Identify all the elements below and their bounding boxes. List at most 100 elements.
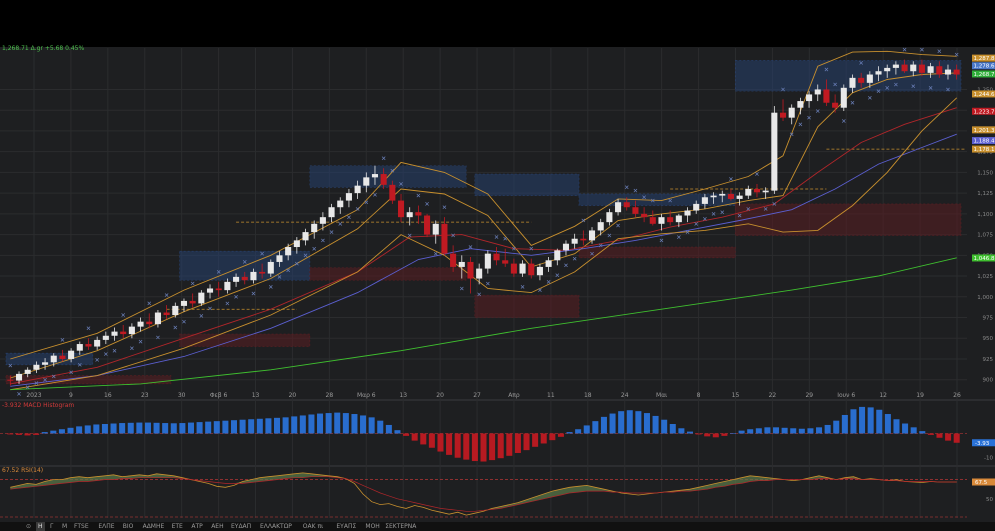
candle[interactable] (267, 259, 274, 277)
candle[interactable] (389, 180, 396, 204)
candle[interactable] (380, 168, 387, 189)
candle[interactable] (884, 64, 891, 78)
candle[interactable] (710, 192, 717, 204)
toolbar-item[interactable]: ΑΔΜΗΕ (142, 523, 165, 530)
candle[interactable] (701, 193, 708, 209)
candle[interactable] (927, 62, 934, 78)
candle[interactable] (276, 251, 283, 267)
candle[interactable] (858, 72, 865, 88)
candle[interactable] (172, 302, 179, 318)
candle[interactable] (788, 104, 795, 125)
candle[interactable] (233, 273, 240, 287)
candle[interactable] (24, 367, 31, 378)
candle[interactable] (154, 310, 161, 328)
candle[interactable] (215, 281, 222, 297)
candle[interactable] (528, 258, 535, 279)
candle[interactable] (484, 250, 491, 274)
toolbar-item[interactable]: ΕΥΑΠΣ (336, 523, 357, 530)
candle[interactable] (892, 61, 899, 75)
candle[interactable] (806, 91, 813, 108)
candle[interactable] (545, 256, 552, 272)
candle[interactable] (580, 230, 587, 246)
candle[interactable] (901, 59, 908, 73)
candle[interactable] (415, 205, 422, 224)
toolbar-item[interactable]: ΑΕΗ (211, 523, 224, 530)
candle[interactable] (606, 208, 613, 226)
candle[interactable] (536, 263, 543, 281)
candle[interactable] (779, 99, 787, 121)
candle[interactable] (180, 298, 188, 312)
candle[interactable] (597, 218, 604, 236)
candle[interactable] (918, 59, 925, 77)
candle[interactable] (510, 258, 517, 277)
candle[interactable] (397, 193, 405, 223)
candle[interactable] (632, 200, 639, 218)
candle[interactable] (85, 338, 92, 350)
candle[interactable] (302, 228, 309, 246)
candle[interactable] (762, 187, 769, 199)
candle[interactable] (406, 207, 413, 226)
candle[interactable] (875, 66, 882, 82)
candle[interactable] (727, 188, 734, 201)
candle[interactable] (649, 210, 656, 226)
candle[interactable] (293, 237, 300, 254)
candle[interactable] (198, 290, 205, 306)
candle[interactable] (111, 327, 118, 341)
candle[interactable] (68, 348, 75, 363)
candle[interactable] (693, 200, 700, 214)
toolbar-item[interactable]: ΕΛΠΕ (98, 523, 115, 530)
candle[interactable] (719, 190, 726, 203)
candle[interactable] (33, 361, 40, 374)
candle[interactable] (562, 240, 570, 256)
candle[interactable] (849, 74, 856, 93)
candle[interactable] (953, 64, 960, 80)
candle[interactable] (519, 260, 526, 277)
candle[interactable] (467, 256, 474, 294)
toolbar-item[interactable]: ΕΛΛΑΚΤΩΡ (260, 523, 292, 530)
candle[interactable] (571, 233, 578, 249)
candle[interactable] (823, 79, 830, 107)
candle[interactable] (337, 197, 344, 214)
candle[interactable] (910, 61, 917, 77)
candle[interactable] (7, 375, 14, 386)
candle[interactable] (441, 217, 448, 256)
candle[interactable] (146, 313, 153, 329)
candle[interactable] (753, 184, 761, 198)
candle[interactable] (354, 180, 361, 199)
candle[interactable] (42, 358, 49, 370)
candle[interactable] (50, 353, 57, 367)
candle[interactable] (250, 268, 257, 284)
candle[interactable] (814, 84, 821, 102)
toolbar-item[interactable]: H (36, 522, 45, 531)
candle[interactable] (641, 207, 648, 223)
toolbar-item[interactable]: ΒΙΟ (122, 523, 134, 530)
candle[interactable] (137, 317, 144, 332)
candle[interactable] (189, 293, 196, 308)
candle[interactable] (554, 248, 561, 266)
candle[interactable] (745, 185, 752, 199)
candle[interactable] (615, 198, 622, 216)
candle[interactable] (128, 323, 135, 339)
candle[interactable] (667, 210, 674, 226)
candle[interactable] (658, 213, 665, 231)
candle[interactable] (311, 220, 318, 239)
candle[interactable] (206, 284, 214, 299)
candle[interactable] (259, 263, 266, 279)
candle[interactable] (319, 212, 326, 231)
toolbar-item[interactable]: FTSE (74, 523, 89, 530)
candle[interactable] (458, 255, 465, 279)
candle[interactable] (675, 213, 682, 228)
candle[interactable] (866, 71, 873, 88)
candle[interactable] (424, 213, 431, 238)
candle[interactable] (285, 243, 292, 261)
candle[interactable] (241, 271, 248, 285)
candle[interactable] (588, 227, 596, 244)
candle[interactable] (832, 94, 839, 113)
candle[interactable] (944, 64, 952, 80)
candle[interactable] (328, 203, 335, 223)
candle[interactable] (432, 220, 439, 244)
candle[interactable] (371, 165, 379, 185)
candle[interactable] (502, 248, 509, 267)
candle[interactable] (76, 341, 83, 355)
